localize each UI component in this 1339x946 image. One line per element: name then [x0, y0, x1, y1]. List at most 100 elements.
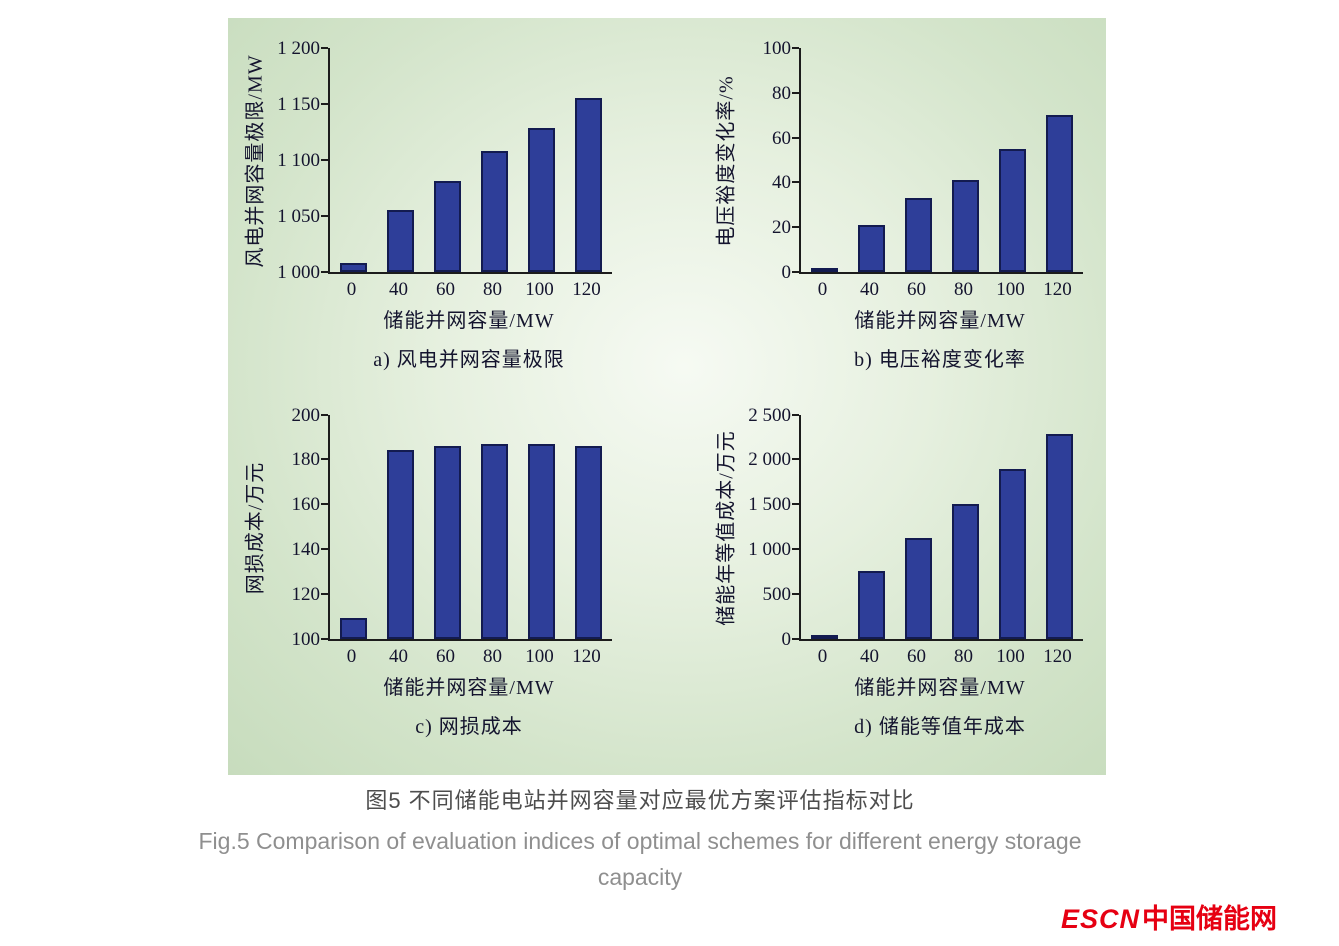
y-tick-label: 0 [781, 628, 792, 650]
x-tick-label: 60 [436, 645, 455, 667]
y-ticks: 0 20 40 60 80 100 [739, 39, 799, 282]
x-ticks: 0 40 60 80 100 120 [238, 274, 610, 301]
bar-slot [330, 48, 377, 272]
y-tick-label: 120 [291, 583, 321, 605]
bar-slot [801, 415, 848, 639]
x-axis-label: 储能并网容量/MW [854, 310, 1026, 332]
figure-panel: 风电并网容量极限/MW 1 000 1 050 1 100 1 150 1 200 0 4… [228, 18, 1106, 775]
y-tick-label: 80 [772, 82, 791, 104]
x-tick-slots: 0 40 60 80 100 120 [328, 274, 610, 301]
bar-slot [377, 415, 424, 639]
bar-slot [801, 48, 848, 272]
y-tick-label: 20 [772, 217, 791, 239]
bar-slot [471, 415, 518, 639]
y-tick-mark [792, 91, 799, 94]
x-tick-slots: 0 40 60 80 100 120 [799, 274, 1081, 301]
y-tick-mark [321, 47, 328, 49]
y-axis-label: 风电并网容量极限/MW [238, 48, 268, 274]
x-tick-label: 100 [525, 645, 554, 667]
y-tick-label: 200 [291, 404, 321, 426]
y-tick-mark [792, 226, 799, 229]
x-tick-label: 120 [1043, 279, 1072, 300]
y-tick-label: 160 [291, 494, 321, 516]
caption-chinese: 图5 不同储能电站并网容量对应最优方案评估指标对比 [365, 788, 915, 813]
y-axis-label-text: 风电并网容量极限/MW [244, 54, 267, 268]
axes-row: 储能年等值成本/万元 0 500 1 000 1 500 2 000 2 500 [709, 406, 1083, 649]
y-axis-label: 电压裕度变化率/% [709, 48, 739, 274]
y-tick-mark [321, 592, 328, 595]
y-tick-label: 1 150 [277, 94, 320, 115]
bar-slot [989, 415, 1036, 639]
chart-subtitle: b) 电压裕度变化率 [854, 349, 1026, 371]
y-axis-label-text: 网损成本/万元 [244, 461, 267, 594]
chart-subtitle: a) 风电并网容量极限 [373, 349, 565, 371]
x-tick-label: 80 [483, 645, 502, 667]
bar [434, 445, 461, 639]
bar-slot [942, 48, 989, 272]
y-tick-mark [792, 503, 799, 506]
y-tick-mark [792, 136, 799, 139]
chart-a: 风电并网容量极限/MW 1 000 1 050 1 100 1 150 1 200 0 4… [230, 34, 665, 401]
y-tick-label: 0 [781, 262, 792, 283]
y-tick-mark [321, 503, 328, 506]
y-tick-mark [792, 181, 799, 184]
x-ticks: 0 40 60 80 100 120 [709, 274, 1081, 301]
chart-b: 电压裕度变化率/% 0 20 40 60 80 100 0 40 60 80 100 120 储能并… [665, 34, 1100, 401]
y-tick-mark [792, 458, 799, 461]
y-axis-label: 网损成本/万元 [238, 415, 268, 641]
x-tick-label: 100 [525, 279, 554, 300]
caption-area: 图5 不同储能电站并网容量对应最优方案评估指标对比 Fig.5 Comparis… [0, 783, 1280, 891]
bar-slot [989, 48, 1036, 272]
axes-row: 网损成本/万元 100 120 140 160 180 200 [238, 406, 612, 649]
bar-slot [1036, 415, 1083, 639]
y-axis-label-text: 储能年等值成本/万元 [715, 429, 738, 626]
y-ticks: 100 120 140 160 180 200 [268, 406, 328, 649]
bar-slot [895, 415, 942, 639]
bar [952, 504, 979, 639]
bar [811, 634, 838, 639]
bar [575, 445, 602, 639]
bar [340, 618, 367, 639]
x-tick-label: 0 [817, 279, 828, 300]
x-tick-label: 0 [817, 645, 828, 667]
y-tick-mark [321, 271, 328, 273]
bar-slot [471, 48, 518, 272]
bar [575, 98, 602, 272]
y-tick-mark [321, 413, 328, 416]
y-tick-label: 1 050 [277, 206, 320, 227]
bar [387, 210, 414, 272]
chart-subtitle: d) 储能等值年成本 [854, 715, 1026, 738]
y-tick-label: 1 000 [277, 262, 320, 283]
bar [1046, 115, 1073, 272]
bar-slot [565, 415, 612, 639]
bar [858, 224, 885, 272]
x-tick-label: 60 [436, 279, 455, 300]
y-ticks: 1 000 1 050 1 100 1 150 1 200 [268, 39, 328, 282]
bar-slot [848, 48, 895, 272]
x-tick-label: 100 [996, 645, 1025, 667]
x-tick-slots: 0 40 60 80 100 120 [328, 641, 610, 668]
x-tick-label: 120 [572, 279, 601, 300]
escn-logo-chinese: 中国储能网 [1142, 904, 1277, 934]
y-axis-label: 储能年等值成本/万元 [709, 415, 739, 641]
x-axis-label: 储能并网容量/MW [383, 676, 555, 699]
y-tick-label: 1 200 [277, 38, 320, 59]
y-axis-label-text: 电压裕度变化率/% [715, 75, 738, 247]
y-tick-mark [792, 271, 799, 273]
bar [481, 151, 508, 272]
y-tick-mark [792, 637, 799, 640]
bar [434, 181, 461, 272]
bar [340, 263, 367, 272]
plot-area [321, 413, 612, 641]
chart-c: 网损成本/万元 100 120 140 160 180 200 0 40 60 80 100 120… [230, 401, 665, 768]
bar-slot [424, 415, 471, 639]
bar-slot [942, 415, 989, 639]
x-tick-label: 80 [954, 279, 973, 300]
bar-slot [848, 415, 895, 639]
y-tick-label: 40 [772, 172, 791, 194]
axes-row: 风电并网容量极限/MW 1 000 1 050 1 100 1 150 1 200 [238, 39, 612, 282]
bar [387, 450, 414, 639]
y-tick-mark [321, 103, 328, 105]
y-tick-label: 500 [762, 583, 792, 605]
plot-area [792, 413, 1083, 641]
